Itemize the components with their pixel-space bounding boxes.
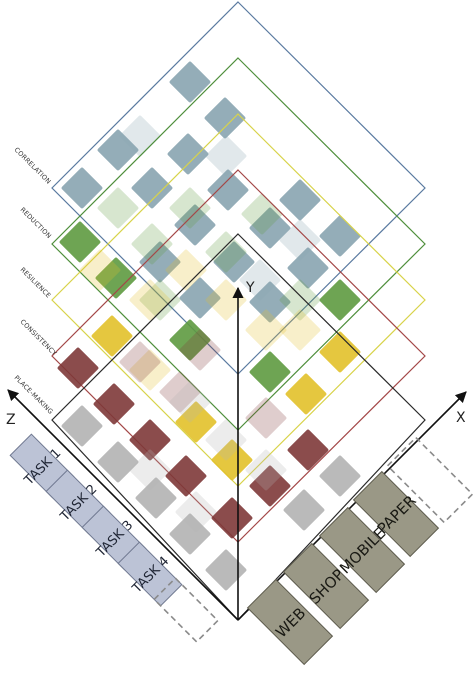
tile-resilience-1 (91, 315, 133, 357)
tile-consistency-1 (57, 347, 99, 389)
tile-correlation-14 (179, 277, 221, 319)
tile-consistency-7 (287, 429, 329, 471)
faded-tile-consistency-4 (179, 329, 221, 371)
tile-placemaking-2 (97, 441, 139, 483)
z-axis-label: Z (6, 412, 16, 428)
faded-tile-reduction-6 (279, 279, 321, 321)
tile-correlation-1 (169, 61, 211, 103)
tile-correlation-13 (213, 241, 255, 283)
tile-correlation-3 (97, 129, 139, 171)
tile-placemaking-1 (61, 405, 103, 447)
faded-tile-reduction-4 (205, 231, 247, 273)
tile-correlation-9 (174, 204, 216, 246)
task-tag-4: TASK 4 (117, 541, 183, 607)
tiles-consistency (57, 329, 329, 539)
tile-placemaking-5 (205, 549, 247, 591)
tile-reduction-3 (169, 319, 211, 361)
tile-resilience-5 (175, 401, 217, 443)
plane-placemaking (51, 233, 426, 621)
plane-resilience (51, 113, 426, 487)
tile-resilience-3 (285, 373, 327, 415)
tiles-placemaking (61, 381, 361, 591)
plane-reduction (51, 57, 426, 431)
layer-label-consistency: CONSISTENCY (19, 318, 59, 358)
channel-tag-shop: SHOP (282, 542, 370, 630)
tile-consistency-2 (93, 383, 135, 425)
tile-reduction-2 (95, 257, 137, 299)
tile-placemaking-3 (135, 477, 177, 519)
x-axis-label: X (456, 410, 466, 426)
layer-label-placemaking: PLACE-MAKING (13, 374, 55, 416)
tile-placemaking-6 (283, 489, 325, 531)
tile-correlation-8 (279, 179, 321, 221)
tile-reduction-1 (59, 221, 101, 263)
faded-tile-placemaking-3 (245, 449, 287, 491)
faded-tile-placemaking-5 (129, 449, 171, 491)
tile-consistency-5 (211, 497, 253, 539)
faded-tile-reduction-1 (97, 187, 139, 229)
tiles-resilience (79, 249, 361, 481)
layer-label-reduction: REDUCTION (19, 206, 53, 240)
layer-label-resilience: RESILIENCE (19, 266, 53, 300)
channel-tag-mobile: MOBILE (318, 506, 406, 594)
tile-resilience-2 (211, 439, 253, 481)
faded-tile-resilience-1 (79, 249, 121, 291)
tile-correlation-4 (167, 133, 209, 175)
tiles-reduction (59, 187, 361, 393)
tiles-correlation (61, 61, 361, 323)
tile-correlation-6 (131, 167, 173, 209)
tile-reduction-4 (249, 351, 291, 393)
faded-tile-consistency-2 (159, 371, 201, 413)
y-axis-label: Y (245, 280, 255, 296)
tile-correlation-16 (287, 247, 329, 289)
axes: Y X Z (6, 280, 467, 621)
faded-tile-correlation-2 (205, 135, 247, 177)
tile-correlation-7 (207, 169, 249, 211)
layer-label-correlation: CORRELATION (13, 146, 53, 186)
channel-tag-web: WEB (246, 578, 334, 666)
faded-tile-consistency-1 (119, 341, 161, 383)
tile-reduction-5 (319, 279, 361, 321)
faded-tile-resilience-6 (279, 309, 321, 351)
channel-tag-paper: PAPER (352, 470, 440, 558)
faded-tile-consistency-3 (245, 397, 287, 439)
tile-correlation-10 (249, 207, 291, 249)
plane-correlation (51, 1, 426, 375)
tile-placemaking-7 (319, 455, 361, 497)
tile-correlation-2 (204, 97, 246, 139)
tile-consistency-4 (165, 455, 207, 497)
tile-resilience-4 (319, 331, 361, 373)
tile-correlation-11 (319, 215, 361, 257)
tile-correlation-15 (249, 281, 291, 323)
faded-tile-resilience-7 (129, 349, 171, 391)
tile-placemaking-4 (169, 513, 211, 555)
faded-tile-reduction-7 (139, 279, 181, 321)
faded-tile-placemaking-2 (205, 419, 247, 461)
tile-correlation-12 (139, 241, 181, 283)
faded-tile-reduction-3 (169, 187, 211, 229)
faded-tile-resilience-4 (205, 279, 247, 321)
tile-consistency-6 (249, 465, 291, 507)
tile-correlation-5 (61, 167, 103, 209)
tile-consistency-3 (129, 419, 171, 461)
faded-tile-placemaking-1 (169, 381, 211, 423)
faded-tile-resilience-3 (165, 249, 207, 291)
faded-tile-reduction-2 (131, 223, 173, 265)
z-axis (7, 389, 239, 621)
faded-tile-resilience-5 (245, 309, 287, 351)
channel-tags: WEB SHOP MOBILE PAPER (246, 436, 474, 666)
faded-tile-resilience-2 (129, 279, 171, 321)
